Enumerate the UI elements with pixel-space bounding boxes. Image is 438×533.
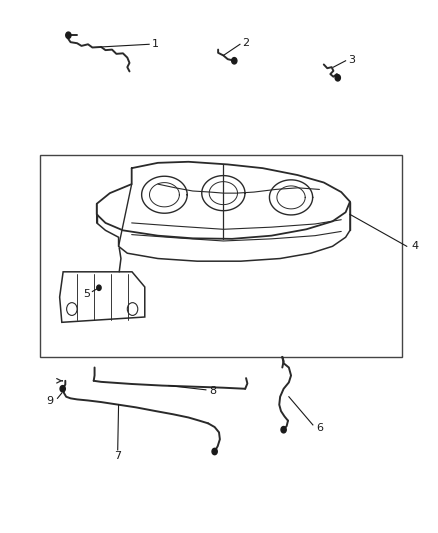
Text: 1: 1 xyxy=(152,39,159,49)
Circle shape xyxy=(212,448,217,455)
Circle shape xyxy=(335,75,340,81)
Circle shape xyxy=(281,426,286,433)
Circle shape xyxy=(232,58,237,64)
Text: 4: 4 xyxy=(411,241,418,251)
Text: 5: 5 xyxy=(84,289,91,299)
Circle shape xyxy=(60,385,65,392)
Text: 8: 8 xyxy=(209,386,216,397)
Text: 9: 9 xyxy=(46,396,53,406)
Text: 7: 7 xyxy=(114,451,121,461)
Circle shape xyxy=(97,285,101,290)
Text: 2: 2 xyxy=(243,38,250,48)
Bar xyxy=(40,155,403,357)
Text: 6: 6 xyxy=(316,423,323,433)
Text: 3: 3 xyxy=(349,55,356,64)
Circle shape xyxy=(66,32,71,38)
